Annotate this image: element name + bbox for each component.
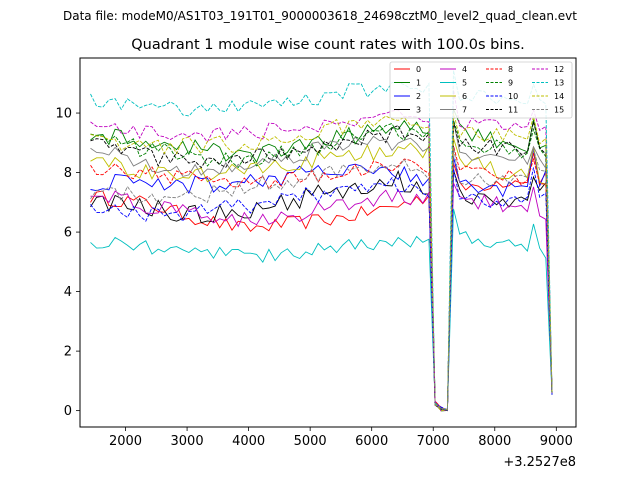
legend-label-2: 2 (416, 92, 421, 101)
series-line-12 (90, 89, 553, 412)
series-line-8 (90, 145, 553, 411)
x-tick-label: 6000 (355, 434, 388, 449)
series-line-13 (90, 70, 553, 411)
series-line-2 (90, 148, 553, 412)
legend-label-7: 7 (462, 106, 467, 115)
figure-suptitle: Data file: modeM0/AS1T03_191T01_90000036… (63, 9, 577, 23)
series-line-4 (90, 182, 553, 411)
legend-label-5: 5 (462, 79, 467, 88)
y-tick-label: 10 (55, 107, 72, 122)
series-group (90, 70, 553, 412)
x-tick-label: 8000 (478, 434, 511, 449)
series-line-3 (90, 169, 553, 411)
series-line-10 (90, 167, 553, 411)
x-tick-label: 4000 (232, 434, 265, 449)
x-tick-label: 5000 (294, 434, 327, 449)
legend-label-0: 0 (416, 65, 421, 74)
series-line-1 (90, 109, 553, 412)
series-line-9 (90, 120, 553, 411)
legend-label-9: 9 (508, 79, 513, 88)
legend-label-8: 8 (508, 65, 513, 74)
series-line-5 (90, 208, 553, 411)
x-tick-label: 7000 (417, 434, 450, 449)
y-axis: 0 2 4 6 8 10 (55, 107, 80, 419)
x-tick-label: 2000 (109, 434, 142, 449)
y-tick-label: 0 (64, 404, 72, 419)
y-tick-label: 6 (64, 226, 72, 241)
legend-label-1: 1 (416, 79, 421, 88)
legend-label-14: 14 (554, 92, 564, 101)
legend-label-10: 10 (508, 92, 518, 101)
legend-label-13: 13 (554, 79, 564, 88)
x-axis: 2000 3000 4000 5000 6000 7000 8000 9000 (109, 427, 573, 449)
legend-label-6: 6 (462, 92, 467, 101)
x-tick-label: 3000 (171, 434, 204, 449)
axes-frame (79, 57, 577, 428)
series-line-14 (90, 112, 553, 412)
y-tick-label: 8 (64, 166, 72, 181)
legend-label-3: 3 (416, 106, 421, 115)
y-tick-label: 2 (64, 345, 72, 360)
y-tick-label: 4 (64, 285, 72, 300)
legend-label-11: 11 (508, 106, 518, 115)
legend-frame (389, 61, 573, 119)
series-line-15 (90, 146, 553, 410)
legend-label-15: 15 (554, 106, 564, 115)
x-offset-label: +3.2527e8 (503, 455, 576, 470)
series-line-0 (90, 152, 553, 412)
x-tick-label: 9000 (540, 434, 573, 449)
series-line-7 (90, 120, 553, 411)
chart-title: Quadrant 1 module wise count rates with … (131, 37, 525, 53)
plot-area (79, 57, 577, 428)
legend-label-4: 4 (462, 65, 467, 74)
series-line-11 (90, 121, 553, 411)
legend-label-12: 12 (554, 65, 564, 74)
